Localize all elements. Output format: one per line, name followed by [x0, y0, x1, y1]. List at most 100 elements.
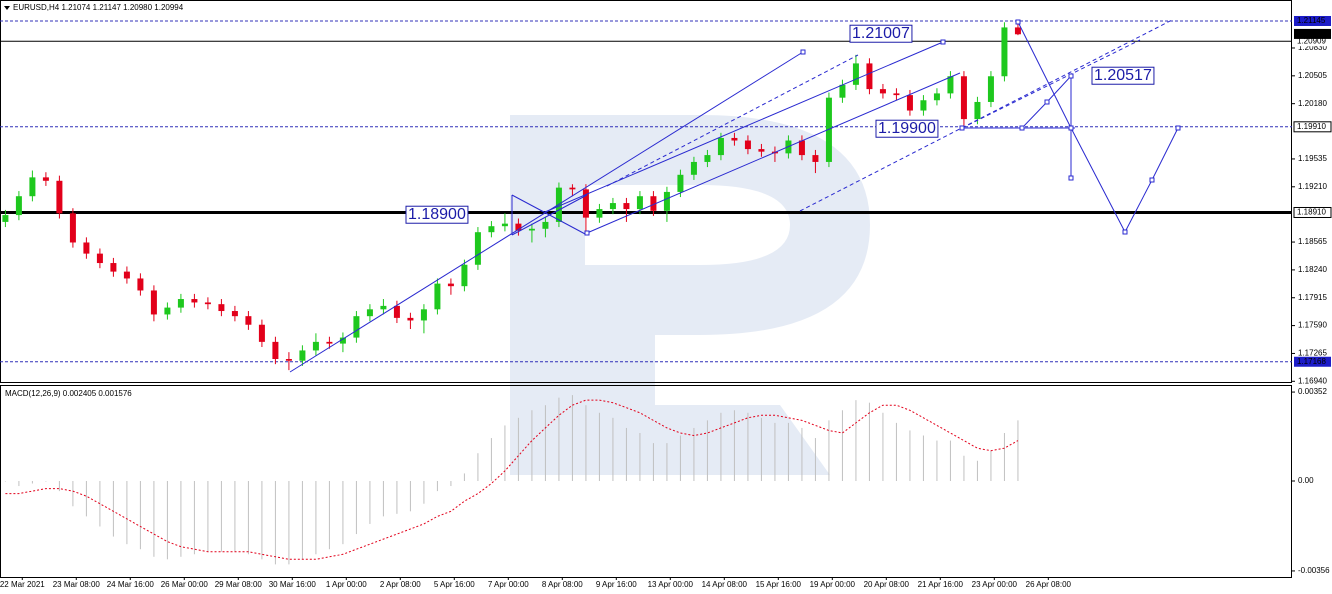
x-tick-label: 7 Apr 00:00 — [488, 580, 529, 589]
main-panel-frame — [0, 0, 1292, 383]
candle-body — [690, 161, 697, 175]
candle-body — [380, 305, 387, 310]
candle-body — [69, 213, 76, 243]
level-box — [1294, 15, 1331, 26]
macd-bar — [760, 417, 762, 481]
triangle-pattern — [511, 194, 588, 236]
annotation-box — [875, 119, 939, 138]
candle-body — [393, 305, 400, 318]
candle-body — [164, 307, 171, 315]
y-tick-label: 1.19535 — [1298, 154, 1327, 163]
candle-body — [920, 100, 927, 111]
candle-body — [852, 63, 859, 85]
candle-body — [353, 316, 360, 338]
macd-bar — [814, 438, 816, 481]
candle-body — [15, 196, 22, 216]
x-tick-label: 23 Apr 00:00 — [972, 580, 1018, 589]
candle-body — [758, 149, 765, 152]
macd-bar — [612, 417, 614, 481]
candle-body — [947, 76, 954, 94]
y-tick-label: 0.00 — [1298, 476, 1314, 485]
macd-bar — [895, 422, 897, 481]
candle-body — [110, 263, 117, 272]
candle-body — [798, 140, 805, 156]
x-tick-label: 26 Apr 08:00 — [1026, 580, 1072, 589]
macd-bar — [625, 427, 627, 481]
price-annotation: 1.18900 — [408, 206, 466, 223]
x-tick-label: 23 Mar 08:00 — [53, 580, 101, 589]
level-box — [1294, 28, 1331, 39]
level-label: 1.18910 — [1297, 208, 1326, 217]
price-annotation: 1.19900 — [878, 120, 936, 137]
macd-bar — [328, 480, 330, 550]
candle-body — [893, 93, 900, 96]
channel-line — [586, 72, 961, 234]
y-tick-label: 1.17915 — [1298, 293, 1327, 302]
candle-body — [326, 341, 333, 344]
candle-body — [123, 271, 130, 279]
y-tick-label: 1.18565 — [1298, 237, 1327, 246]
channel-line — [606, 54, 859, 187]
macd-bar — [747, 412, 749, 481]
macd-bar — [112, 480, 114, 537]
level-label: 1.21145 — [1297, 16, 1326, 25]
macd-bar — [99, 480, 101, 527]
macd-label: MACD(12,26,9) 0.002405 0.001576 — [5, 389, 132, 398]
macd-bar — [639, 432, 641, 481]
x-tick-label: 1 Apr 00:00 — [326, 580, 367, 589]
channel-line — [961, 39, 1141, 129]
candle-body — [987, 76, 994, 102]
macd-bar — [166, 480, 168, 560]
macd-bar — [126, 480, 128, 545]
macd-bar — [369, 480, 371, 524]
candle-body — [1014, 27, 1021, 35]
macd-bar — [193, 480, 195, 555]
menu-triangle[interactable] — [4, 6, 10, 10]
candle-body — [812, 155, 819, 162]
macd-bar — [882, 412, 884, 481]
candle-body — [218, 304, 225, 312]
candle-body — [879, 89, 886, 94]
candle-body — [825, 97, 832, 162]
macd-bar — [868, 402, 870, 481]
candle-body — [704, 155, 711, 162]
macd-bar — [922, 435, 924, 481]
candle-body — [596, 209, 603, 218]
price-annotation: 1.21007 — [852, 25, 910, 42]
candle-body — [974, 101, 981, 120]
x-tick-label: 30 Mar 16:00 — [269, 580, 317, 589]
candle-body — [231, 311, 238, 317]
x-tick-label: 21 Apr 16:00 — [918, 580, 964, 589]
channel-line — [289, 51, 804, 373]
annotation-box — [1091, 66, 1155, 85]
candle-body — [339, 337, 346, 344]
macd-histogram — [4, 395, 1019, 565]
macd-bar — [544, 405, 546, 481]
macd-bar — [220, 480, 222, 552]
macd-bar — [396, 480, 398, 514]
annotation-box — [849, 24, 913, 43]
macd-bar — [261, 480, 263, 560]
x-tick-label: 20 Apr 08:00 — [864, 580, 910, 589]
macd-bar — [558, 397, 560, 481]
macd-bar — [342, 480, 344, 545]
chart-header: EURUSD,H4 1.21074 1.21147 1.20980 1.2099… — [13, 3, 184, 12]
candle-body — [137, 278, 144, 291]
candle-body — [245, 316, 252, 325]
candle-body — [285, 359, 292, 361]
macd-bar — [693, 427, 695, 481]
macd-bar — [139, 480, 141, 550]
macd-bar — [4, 480, 6, 482]
macd-bar — [423, 480, 425, 504]
y-tick-label: 1.20505 — [1298, 71, 1327, 80]
x-tick-label: 8 Apr 08:00 — [542, 580, 583, 589]
candle-body — [650, 196, 657, 211]
x-tick-label: 13 Apr 00:00 — [648, 580, 694, 589]
macd-bar — [585, 405, 587, 481]
y-tick-label: 1.19210 — [1298, 182, 1327, 191]
candle-body — [501, 223, 508, 227]
macd-bar — [976, 460, 978, 481]
candle-body — [56, 180, 63, 214]
level-box — [1294, 36, 1331, 47]
